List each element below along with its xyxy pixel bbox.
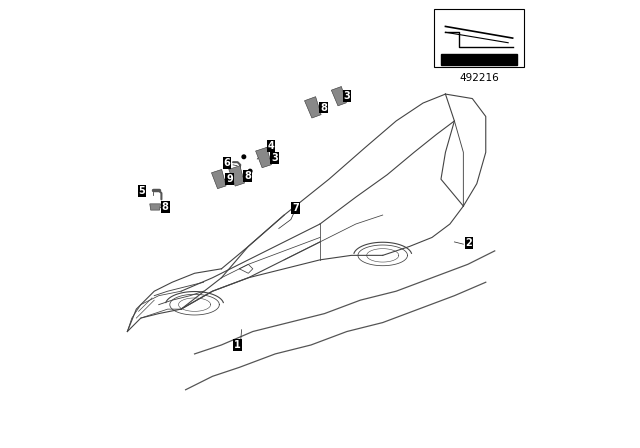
Circle shape [248,169,252,173]
Text: 3: 3 [271,153,278,163]
Polygon shape [211,169,226,189]
Text: 4: 4 [268,141,275,151]
Text: 3: 3 [344,91,351,101]
Text: 2: 2 [465,238,472,248]
Text: 5: 5 [138,186,145,196]
Bar [441,55,517,65]
Circle shape [262,153,266,157]
Polygon shape [228,166,244,186]
Text: 9: 9 [227,174,233,184]
Bar [435,9,524,67]
Text: 8: 8 [162,202,169,212]
Text: 492216: 492216 [459,73,499,83]
Text: 7: 7 [292,203,299,213]
Polygon shape [305,97,321,118]
Polygon shape [255,147,271,168]
Circle shape [242,155,246,159]
Text: 8: 8 [244,171,251,181]
Text: 8: 8 [321,103,327,112]
Text: 1: 1 [234,340,241,350]
Text: 6: 6 [223,158,230,168]
Polygon shape [150,204,161,210]
Polygon shape [332,86,346,106]
